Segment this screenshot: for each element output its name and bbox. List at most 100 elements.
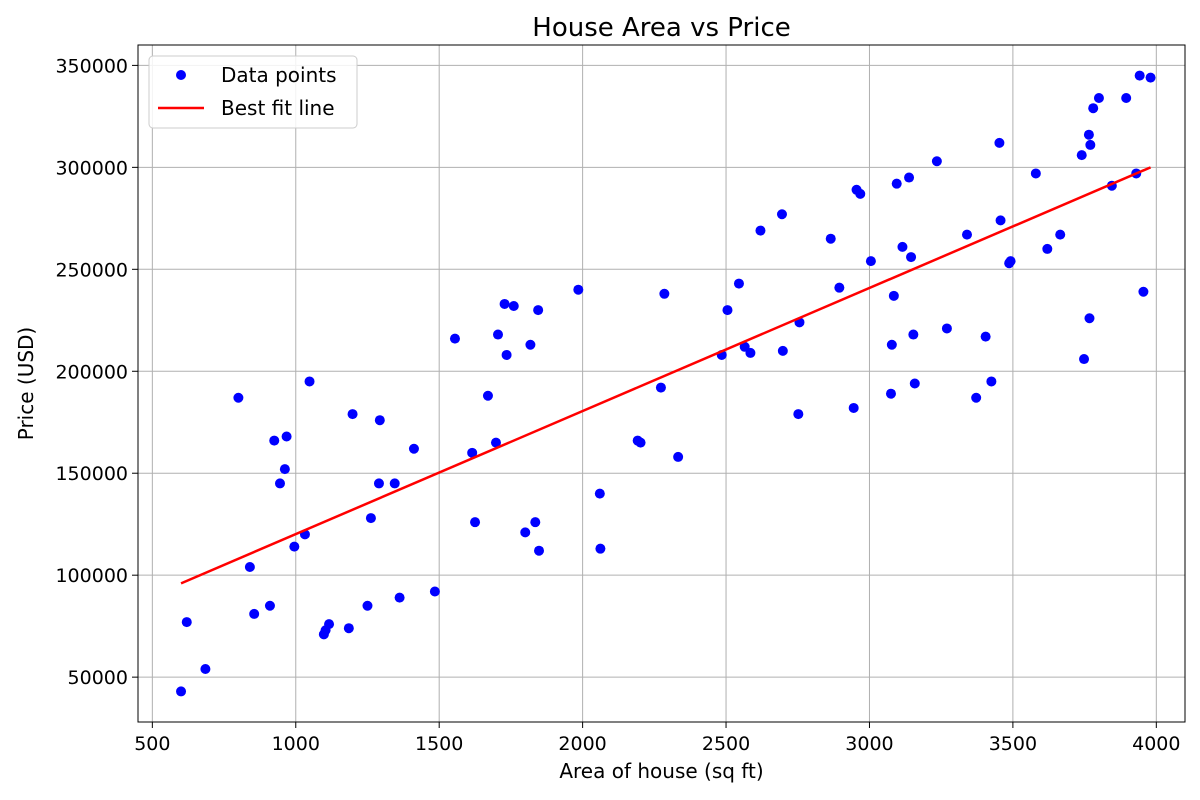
data-point: [986, 376, 997, 387]
data-point: [904, 172, 915, 183]
y-axis-label: Price (USD): [14, 327, 38, 441]
data-point: [1079, 354, 1090, 365]
data-point: [520, 527, 531, 538]
data-point: [733, 278, 744, 289]
data-point: [408, 443, 419, 454]
data-point: [374, 415, 385, 426]
data-point: [534, 545, 545, 556]
data-point: [1134, 70, 1145, 81]
y-tick-label: 150000: [55, 463, 128, 485]
data-point: [1085, 139, 1096, 150]
data-point: [1005, 256, 1016, 267]
data-point: [281, 431, 292, 442]
data-point: [1145, 72, 1156, 83]
data-point: [980, 331, 991, 342]
x-tick-label: 4000: [1132, 733, 1180, 755]
data-point: [776, 209, 787, 220]
data-point: [825, 233, 836, 244]
legend-label: Data points: [221, 63, 337, 87]
data-point: [389, 478, 400, 489]
data-point: [594, 488, 605, 499]
data-point: [264, 600, 275, 611]
data-point: [908, 329, 919, 340]
data-point: [233, 392, 244, 403]
data-point: [244, 562, 255, 573]
y-tick-label: 350000: [55, 55, 128, 77]
legend-box: [148, 55, 358, 129]
x-tick-label: 500: [134, 733, 170, 755]
data-point: [269, 435, 280, 446]
best-fit-line: [180, 166, 1152, 585]
y-tick-label: 200000: [55, 361, 128, 383]
data-point: [994, 137, 1005, 148]
data-point: [533, 305, 544, 316]
data-point: [343, 623, 354, 634]
data-point: [595, 543, 606, 554]
data-point: [745, 347, 756, 358]
data-point: [931, 156, 942, 167]
data-point: [1088, 103, 1099, 114]
data-point: [365, 513, 376, 524]
data-point: [274, 478, 285, 489]
data-point: [722, 305, 733, 316]
y-tick-label: 250000: [55, 259, 128, 281]
data-point: [865, 256, 876, 267]
data-point: [1121, 93, 1132, 104]
data-point: [501, 349, 512, 360]
data-point: [449, 333, 460, 344]
data-point: [906, 252, 917, 263]
data-point: [279, 464, 290, 475]
data-point: [961, 229, 972, 240]
y-tick-label: 50000: [68, 667, 128, 689]
data-marks: [176, 70, 1156, 697]
legend: Data points Best fit line: [148, 55, 358, 129]
data-point: [200, 663, 211, 674]
data-point: [888, 290, 899, 301]
data-point: [482, 390, 493, 401]
legend-label: Best fit line: [221, 96, 335, 120]
data-point: [886, 339, 897, 350]
data-point: [885, 388, 896, 399]
data-point: [304, 376, 315, 387]
data-point: [848, 402, 859, 413]
x-axis-label: Area of house (sq ft): [559, 759, 763, 783]
data-point: [1093, 93, 1104, 104]
data-point: [492, 329, 503, 340]
data-point: [176, 686, 187, 697]
data-point: [1138, 286, 1149, 297]
data-point: [971, 392, 982, 403]
data-point: [834, 282, 845, 293]
y-tick-label: 100000: [55, 565, 128, 587]
data-point: [508, 301, 519, 312]
y-tick-label: 300000: [55, 157, 128, 179]
data-point: [635, 437, 646, 448]
data-point: [181, 617, 192, 628]
data-point: [499, 298, 510, 309]
axis-ticks: 500 1000 1500 2000 2500 3000 3500 4000 50000 1000…: [55, 55, 1180, 755]
grid: [138, 45, 1185, 722]
x-tick-label: 2000: [558, 733, 606, 755]
data-point: [909, 378, 920, 389]
data-point: [1084, 313, 1095, 324]
data-point: [897, 241, 908, 252]
x-tick-label: 3000: [845, 733, 893, 755]
x-tick-label: 1000: [272, 733, 320, 755]
data-point: [249, 608, 260, 619]
x-tick-label: 1500: [415, 733, 463, 755]
data-point: [891, 178, 902, 189]
data-point: [362, 600, 373, 611]
x-tick-label: 3500: [989, 733, 1037, 755]
data-point: [1055, 229, 1066, 240]
data-point: [1030, 168, 1041, 179]
data-point: [755, 225, 766, 236]
data-point: [777, 345, 788, 356]
data-point: [659, 288, 670, 299]
legend-marker-icon: [176, 70, 186, 80]
data-point: [347, 409, 358, 420]
x-tick-label: 2500: [702, 733, 750, 755]
data-point: [1042, 243, 1053, 254]
data-point: [995, 215, 1006, 226]
data-point: [855, 188, 866, 199]
plot-frame: [137, 44, 1186, 723]
